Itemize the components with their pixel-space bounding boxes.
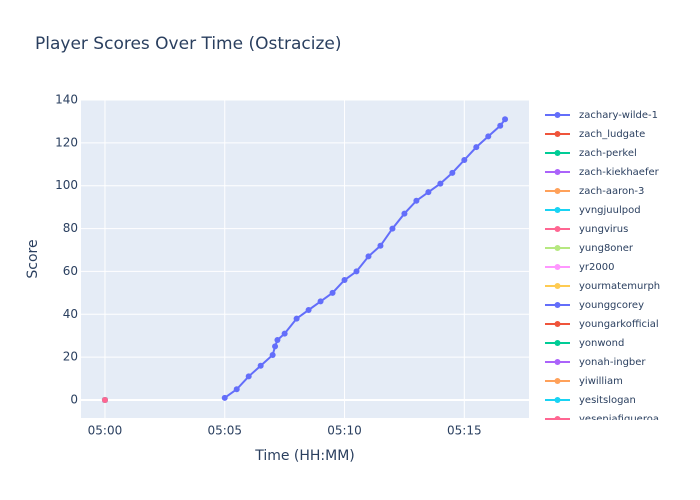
legend-marker — [554, 264, 561, 270]
data-point — [305, 307, 312, 313]
legend-marker — [554, 245, 561, 251]
y-tick-label: 60 — [63, 264, 78, 278]
legend-marker — [554, 302, 561, 308]
legend-marker — [554, 321, 561, 327]
data-point — [449, 169, 456, 176]
data-point — [293, 315, 300, 322]
legend-marker — [554, 340, 561, 346]
y-tick-label: 40 — [63, 307, 78, 321]
legend-marker — [554, 131, 561, 137]
x-tick-label: 05:15 — [447, 424, 482, 438]
legend-label: zach-perkel — [579, 148, 637, 159]
data-point — [272, 343, 279, 350]
y-tick-label: 80 — [63, 221, 78, 235]
data-point — [274, 337, 281, 343]
x-tick-label: 05:00 — [88, 424, 123, 438]
legend-marker — [554, 169, 561, 175]
legend-label: zach-kiekhaefer — [579, 167, 660, 178]
x-axis-title: Time (HH:MM) — [254, 448, 355, 464]
legend-label: yeseniafigueroa — [579, 414, 659, 425]
legend-label: yesitslogan — [579, 395, 636, 406]
chart-title: Player Scores Over Time (Ostracize) — [35, 34, 342, 54]
legend-marker — [554, 150, 561, 156]
legend-marker — [554, 378, 561, 384]
data-point — [353, 268, 360, 275]
data-point — [377, 242, 384, 249]
legend-label: yiwilliam — [579, 376, 623, 387]
legend-label: zach-aaron-3 — [579, 186, 644, 197]
y-axis-title: Score — [25, 239, 41, 278]
y-tick-label: 20 — [63, 350, 78, 364]
data-point — [389, 225, 396, 232]
legend-marker — [554, 188, 561, 194]
y-tick-label: 140 — [55, 93, 78, 107]
legend-label: yungvirus — [579, 224, 628, 235]
legend-marker — [554, 359, 561, 365]
legend-marker — [554, 416, 561, 420]
data-point — [245, 373, 252, 380]
legend-label: zach_ludgate — [579, 129, 645, 140]
data-point — [425, 189, 432, 196]
data-point — [329, 289, 336, 296]
legend-label: youngarkofficial — [579, 319, 659, 330]
data-point — [485, 133, 492, 140]
data-point — [502, 116, 509, 123]
legend-label: yonah-ingber — [579, 357, 646, 368]
y-tick-label: 120 — [55, 135, 78, 149]
legend-marker — [554, 207, 561, 213]
legend-label: yourmatemurph — [579, 281, 660, 292]
plot-area — [81, 100, 529, 418]
data-point — [365, 253, 372, 260]
y-tick-label: 100 — [55, 178, 78, 192]
data-point — [257, 362, 264, 369]
legend-label: yung8oner — [579, 243, 634, 254]
data-point — [497, 122, 504, 129]
data-point — [221, 394, 228, 401]
legend-marker — [554, 112, 561, 118]
x-tick-label: 05:10 — [327, 424, 362, 438]
data-point — [401, 210, 408, 217]
y-tick-label: 0 — [70, 393, 78, 407]
legend-label: yonwond — [579, 338, 624, 349]
data-point — [413, 197, 420, 204]
legend-marker — [554, 283, 561, 289]
legend-marker — [554, 397, 561, 403]
data-point — [473, 144, 480, 151]
data-point — [269, 352, 276, 358]
data-point — [437, 180, 444, 187]
data-point — [101, 397, 108, 403]
legend-marker — [554, 226, 561, 232]
x-tick-label: 05:05 — [207, 424, 242, 438]
legend-label: younggcorey — [579, 300, 644, 311]
legend-label: zachary-wilde-1 — [579, 110, 658, 121]
data-point — [341, 277, 348, 283]
data-point — [233, 386, 240, 393]
data-point — [317, 298, 324, 305]
data-point — [461, 157, 468, 163]
data-point — [281, 330, 288, 337]
legend-label: yvngjuulpod — [579, 205, 641, 216]
legend-label: yr2000 — [579, 262, 614, 273]
